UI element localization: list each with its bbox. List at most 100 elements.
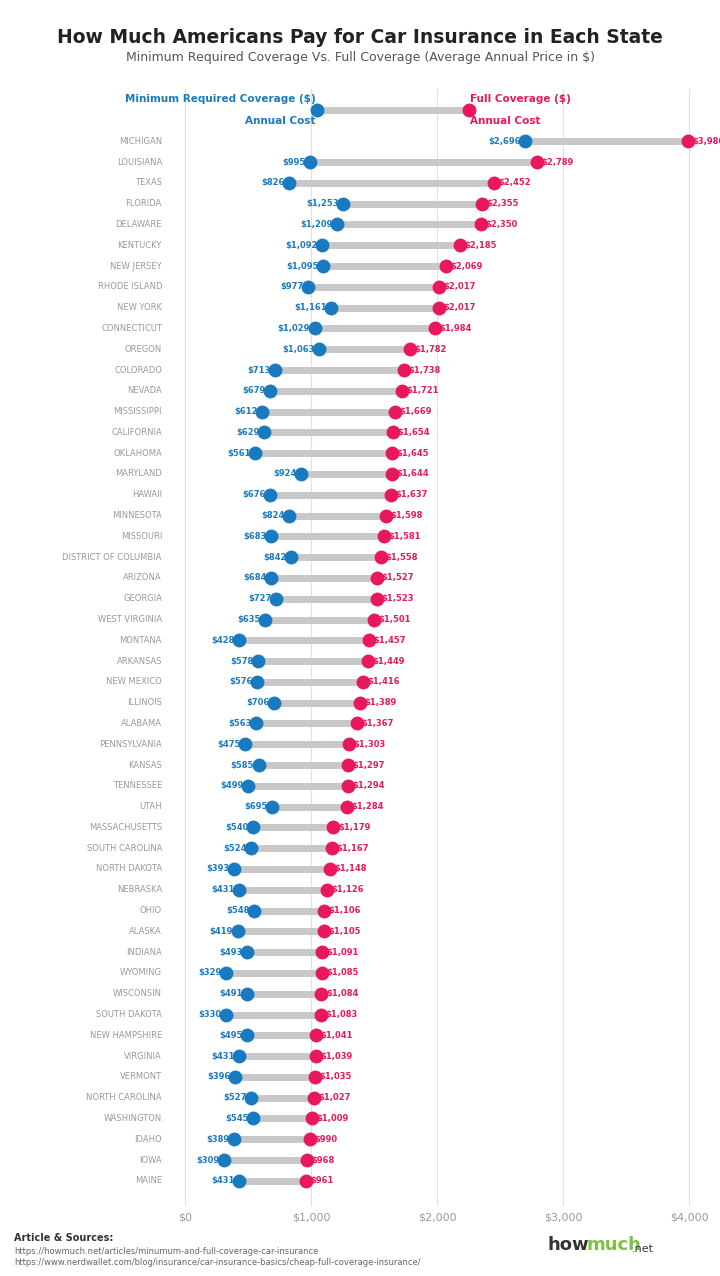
Point bbox=[248, 1109, 259, 1129]
Text: much: much bbox=[587, 1236, 642, 1254]
Text: MONTANA: MONTANA bbox=[120, 635, 162, 644]
Text: $3,986: $3,986 bbox=[692, 137, 720, 145]
Point bbox=[258, 422, 270, 443]
Point bbox=[252, 651, 264, 671]
Text: Annual Cost: Annual Cost bbox=[470, 116, 541, 126]
Point bbox=[372, 568, 383, 588]
Text: MISSOURI: MISSOURI bbox=[121, 532, 162, 541]
Text: $548: $548 bbox=[226, 906, 249, 915]
Text: WISCONSIN: WISCONSIN bbox=[113, 989, 162, 998]
Point bbox=[283, 505, 294, 526]
Point bbox=[312, 100, 323, 120]
Point bbox=[228, 1129, 240, 1150]
Text: $495: $495 bbox=[220, 1031, 243, 1040]
Point bbox=[268, 693, 279, 713]
Text: MASSACHUSETTS: MASSACHUSETTS bbox=[89, 823, 162, 832]
Text: How Much Americans Pay for Car Insurance in Each State: How Much Americans Pay for Car Insurance… bbox=[57, 28, 663, 47]
Point bbox=[248, 901, 260, 921]
Point bbox=[337, 194, 348, 214]
Point bbox=[317, 942, 328, 962]
Point bbox=[302, 277, 314, 297]
Point bbox=[246, 1087, 257, 1108]
Point bbox=[259, 610, 271, 630]
Point bbox=[358, 671, 369, 692]
Point bbox=[264, 485, 276, 505]
Text: $2,350: $2,350 bbox=[485, 219, 518, 228]
Point bbox=[321, 879, 333, 900]
Text: NEW HAMPSHIRE: NEW HAMPSHIRE bbox=[90, 1031, 162, 1040]
Point bbox=[387, 422, 399, 443]
Text: $1,105: $1,105 bbox=[328, 926, 361, 935]
Text: $1,669: $1,669 bbox=[400, 407, 432, 416]
Text: NEBRASKA: NEBRASKA bbox=[117, 886, 162, 894]
Text: $1,294: $1,294 bbox=[352, 781, 385, 790]
Text: OREGON: OREGON bbox=[125, 345, 162, 353]
Text: $545: $545 bbox=[225, 1114, 249, 1123]
Text: $1,029: $1,029 bbox=[278, 324, 310, 333]
Point bbox=[398, 360, 410, 380]
Text: $961: $961 bbox=[310, 1176, 334, 1185]
Text: SOUTH DAKOTA: SOUTH DAKOTA bbox=[96, 1011, 162, 1020]
Text: $1,598: $1,598 bbox=[391, 512, 423, 521]
Text: Full Coverage ($): Full Coverage ($) bbox=[470, 94, 572, 103]
Text: KENTUCKY: KENTUCKY bbox=[117, 241, 162, 250]
Text: $1,738: $1,738 bbox=[408, 365, 441, 374]
Text: $990: $990 bbox=[314, 1134, 337, 1143]
Text: $824: $824 bbox=[261, 512, 284, 521]
Text: $563: $563 bbox=[228, 718, 251, 729]
Text: CALIFORNIA: CALIFORNIA bbox=[112, 427, 162, 436]
Text: $695: $695 bbox=[245, 803, 268, 812]
Text: $1,637: $1,637 bbox=[396, 490, 428, 499]
Text: $1,645: $1,645 bbox=[397, 449, 429, 458]
Point bbox=[265, 568, 276, 588]
Text: $475: $475 bbox=[217, 740, 240, 749]
Point bbox=[229, 1067, 240, 1087]
Text: DISTRICT OF COLUMBIA: DISTRICT OF COLUMBIA bbox=[63, 553, 162, 561]
Point bbox=[343, 734, 355, 754]
Text: $1,083: $1,083 bbox=[325, 1011, 358, 1020]
Text: $431: $431 bbox=[211, 1176, 235, 1185]
Text: $389: $389 bbox=[206, 1134, 230, 1143]
Text: $1,527: $1,527 bbox=[382, 573, 414, 582]
Point bbox=[381, 505, 392, 526]
Point bbox=[316, 963, 328, 984]
Point bbox=[233, 630, 245, 651]
Point bbox=[433, 297, 445, 318]
Point bbox=[317, 235, 328, 255]
Text: $995: $995 bbox=[282, 158, 306, 167]
Text: $329: $329 bbox=[199, 968, 222, 977]
Text: NORTH CAROLINA: NORTH CAROLINA bbox=[86, 1094, 162, 1102]
Point bbox=[233, 1046, 245, 1067]
Text: $1,449: $1,449 bbox=[372, 657, 405, 666]
Point bbox=[343, 755, 354, 776]
Text: $713: $713 bbox=[247, 365, 270, 374]
Text: $924: $924 bbox=[274, 470, 297, 478]
Point bbox=[250, 713, 261, 734]
Point bbox=[324, 859, 336, 879]
Point bbox=[247, 817, 258, 837]
Text: VERMONT: VERMONT bbox=[120, 1072, 162, 1082]
Point bbox=[488, 172, 500, 193]
Text: $2,069: $2,069 bbox=[450, 262, 482, 271]
Point bbox=[376, 547, 387, 568]
Text: ALABAMA: ALABAMA bbox=[121, 718, 162, 729]
Text: RHODE ISLAND: RHODE ISLAND bbox=[97, 282, 162, 291]
Text: IOWA: IOWA bbox=[140, 1156, 162, 1165]
Text: $1,654: $1,654 bbox=[398, 427, 431, 436]
Text: $1,009: $1,009 bbox=[316, 1114, 348, 1123]
Point bbox=[310, 1025, 322, 1045]
Text: $1,041: $1,041 bbox=[320, 1031, 353, 1040]
Text: $578: $578 bbox=[230, 657, 253, 666]
Point bbox=[317, 256, 328, 277]
Point bbox=[433, 277, 445, 297]
Point bbox=[385, 485, 397, 505]
Text: TEXAS: TEXAS bbox=[135, 179, 162, 188]
Point bbox=[241, 942, 253, 962]
Point bbox=[531, 152, 542, 172]
Point bbox=[404, 339, 415, 360]
Point bbox=[285, 547, 297, 568]
Text: KANSAS: KANSAS bbox=[128, 760, 162, 769]
Point bbox=[326, 838, 338, 859]
Point bbox=[309, 318, 320, 338]
Point bbox=[266, 796, 278, 817]
